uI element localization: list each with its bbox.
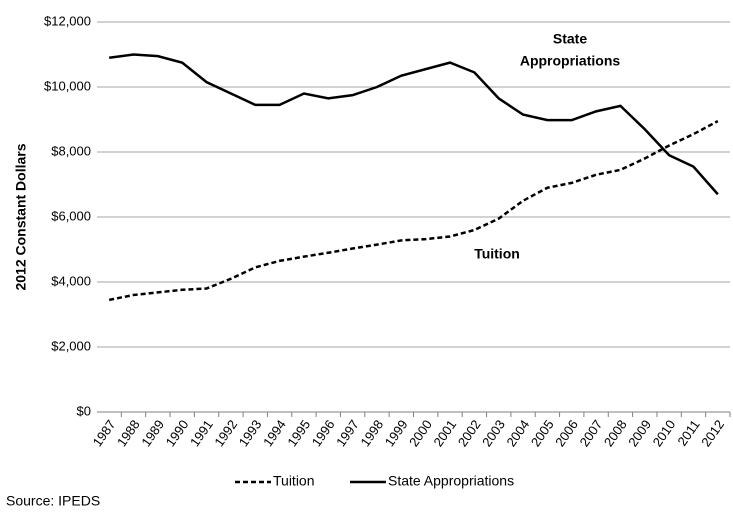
y-tick-label: $2,000 bbox=[51, 338, 91, 353]
y-axis-label: 2012 Constant Dollars bbox=[13, 143, 29, 290]
x-tick-label: 1996 bbox=[309, 417, 338, 449]
x-tick-label: 1994 bbox=[260, 417, 289, 449]
annotation: Tuition bbox=[474, 246, 520, 262]
x-tick-label: 2006 bbox=[552, 417, 581, 449]
x-tick-label: 1998 bbox=[357, 417, 386, 449]
line bbox=[108, 120, 719, 302]
y-tick-label: $6,000 bbox=[51, 208, 91, 223]
x-tick-label: 2008 bbox=[601, 417, 630, 449]
x-tick-label: 2007 bbox=[576, 417, 605, 449]
x-tick-label: 2004 bbox=[503, 417, 532, 449]
x-tick-label: 1992 bbox=[211, 417, 240, 449]
x-tick-label: 1997 bbox=[333, 417, 362, 449]
x-tick-label: 2009 bbox=[625, 417, 654, 449]
x-tick-label: 2002 bbox=[455, 417, 484, 449]
x-tick-label: 1993 bbox=[236, 417, 265, 449]
x-tick-label: 1987 bbox=[90, 417, 119, 449]
x-tick-label: 1995 bbox=[284, 417, 313, 449]
y-tick-label: $10,000 bbox=[44, 78, 91, 93]
legend-label: Tuition bbox=[273, 473, 315, 489]
x-tick-label: 2010 bbox=[650, 417, 679, 449]
x-tick-label: 2003 bbox=[479, 417, 508, 449]
x-tick-label: 1988 bbox=[114, 417, 143, 449]
y-tick-label: $8,000 bbox=[51, 143, 91, 158]
annotation: State bbox=[553, 31, 587, 47]
x-tick-label: 2001 bbox=[430, 417, 459, 449]
legend-label: State Appropriations bbox=[388, 473, 514, 489]
x-tick-label: 2012 bbox=[698, 417, 727, 449]
annotation: Appropriations bbox=[520, 53, 621, 69]
source: Source: IPEDS bbox=[6, 493, 100, 509]
x-tick-label: 1999 bbox=[382, 417, 411, 449]
line bbox=[109, 53, 719, 196]
y-tick-label: $4,000 bbox=[51, 273, 91, 288]
x-tick-label: 1990 bbox=[163, 417, 192, 449]
y-tick-label: $0 bbox=[77, 403, 91, 418]
x-tick-label: 1989 bbox=[138, 417, 167, 449]
x-tick-label: 2000 bbox=[406, 417, 435, 449]
x-tick-label: 2011 bbox=[674, 417, 702, 449]
x-tick-label: 2005 bbox=[528, 417, 557, 449]
y-tick-label: $12,000 bbox=[44, 13, 91, 28]
x-tick-label: 1991 bbox=[187, 417, 216, 449]
